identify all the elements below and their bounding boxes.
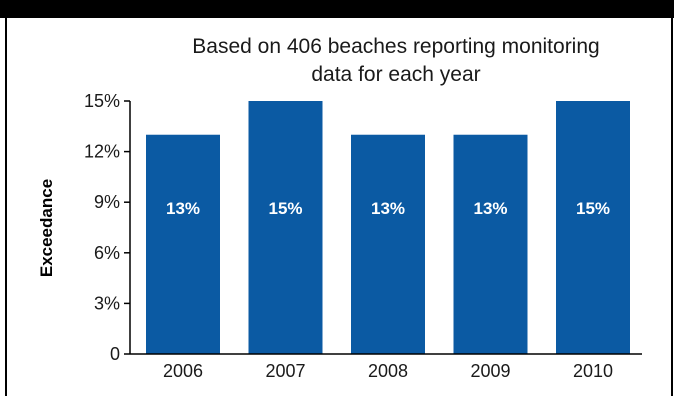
bar-2008 bbox=[351, 134, 425, 354]
bar-2006 bbox=[146, 134, 220, 354]
bar-2009 bbox=[453, 134, 528, 354]
bar-data-label: 15% bbox=[576, 199, 610, 218]
y-axis-ticks: 0 3% 6% 9% 12% 15% bbox=[84, 91, 130, 364]
y-tick-label: 6% bbox=[94, 243, 120, 263]
bar-2010 bbox=[556, 101, 630, 354]
x-tick-label: 2006 bbox=[163, 361, 203, 381]
x-tick-label: 2007 bbox=[265, 361, 305, 381]
y-tick-label: 0 bbox=[110, 344, 120, 364]
x-axis-ticks: 2006 2007 2008 2009 2010 bbox=[163, 361, 613, 381]
bar-data-label: 13% bbox=[473, 199, 507, 218]
x-tick-label: 2010 bbox=[573, 361, 613, 381]
bar-data-label: 13% bbox=[371, 199, 405, 218]
chart-title-line-2: data for each year bbox=[311, 63, 480, 86]
x-tick-label: 2009 bbox=[470, 361, 510, 381]
bars-group: 13% 15% 13% 13% 15% bbox=[146, 101, 630, 354]
y-tick-label: 3% bbox=[94, 293, 120, 313]
chart-title-line-1: Based on 406 beaches reporting monitorin… bbox=[192, 35, 599, 58]
y-axis-title: Exceedance bbox=[37, 179, 56, 277]
bar-2007 bbox=[248, 101, 323, 354]
right-frame-line bbox=[671, 18, 673, 396]
x-tick-label: 2008 bbox=[368, 361, 408, 381]
y-tick-label: 15% bbox=[84, 91, 120, 111]
bar-data-label: 13% bbox=[166, 199, 200, 218]
y-tick-label: 12% bbox=[84, 142, 120, 162]
y-tick-label: 9% bbox=[94, 192, 120, 212]
top-border-band bbox=[0, 0, 674, 18]
left-frame-line bbox=[5, 18, 7, 396]
bar-data-label: 15% bbox=[268, 199, 302, 218]
